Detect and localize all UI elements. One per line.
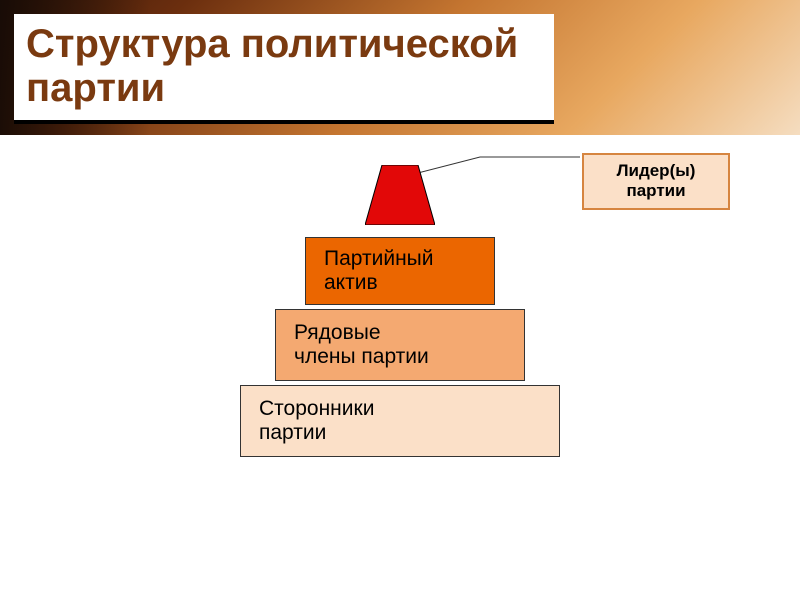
tier-2-label: Рядовыечлены партии xyxy=(294,321,429,369)
page-title: Структура политической партии xyxy=(26,22,538,110)
title-container: Структура политической партии xyxy=(14,14,554,124)
tier-3-label: Сторонникипартии xyxy=(259,397,374,445)
apex-shape xyxy=(365,165,435,225)
pyramid-tier-3: Сторонникипартии xyxy=(240,385,560,457)
callout-label: Лидер(ы)партии xyxy=(617,161,696,200)
pyramid-container: Партийныйактив Рядовыечлены партии Сторо… xyxy=(240,165,560,457)
pyramid-tier-2: Рядовыечлены партии xyxy=(275,309,525,381)
callout-leader: Лидер(ы)партии xyxy=(582,153,730,210)
tier-1-label: Партийныйактив xyxy=(324,247,434,295)
pyramid-tier-1: Партийныйактив xyxy=(305,237,495,305)
header-background: Структура политической партии xyxy=(0,0,800,135)
diagram-area: Лидер(ы)партии Партийныйактив Рядовыечле… xyxy=(0,135,800,600)
